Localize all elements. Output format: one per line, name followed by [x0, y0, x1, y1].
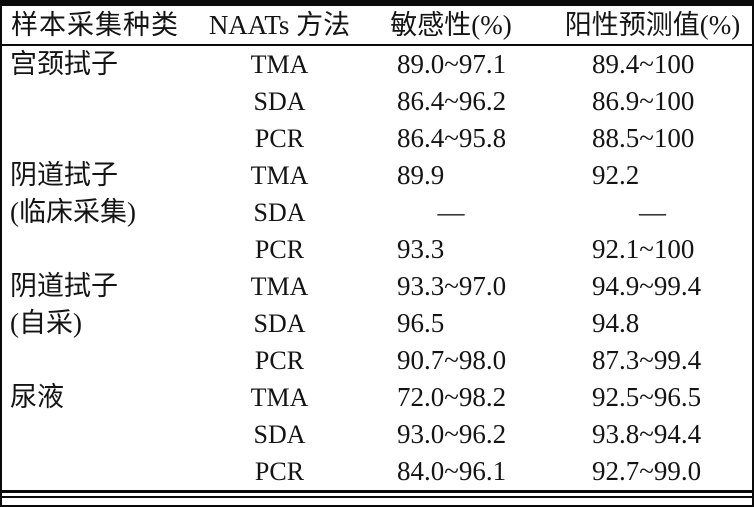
sensitivity-cell: 86.4~96.2: [397, 86, 507, 116]
table-row: (自采) SDA 96.5 94.8: [2, 305, 752, 342]
method-cell: TMA: [250, 50, 309, 79]
table-row: SDA 93.0~96.2 93.8~94.4: [2, 416, 752, 453]
method-cell: PCR: [254, 457, 305, 486]
ppv-cell: 88.5~100: [592, 123, 695, 153]
method-cell: PCR: [254, 235, 305, 264]
method-cell: SDA: [253, 87, 306, 116]
naats-results-table: 样本采集种类 NAATs 方法 敏感性(%) 阳性预测值(%) 宫颈拭子 TMA…: [2, 6, 752, 490]
sample-cell: [2, 342, 206, 379]
method-cell: SDA: [253, 309, 306, 338]
sample-cell: [2, 416, 206, 453]
table-row: 阴道拭子 TMA 93.3~97.0 94.9~99.4: [2, 268, 752, 305]
table-row: 阴道拭子 TMA 89.9 92.2: [2, 157, 752, 194]
ppv-cell: 86.9~100: [592, 86, 695, 116]
table-row: SDA 86.4~96.2 86.9~100: [2, 83, 752, 120]
sensitivity-cell: 72.0~98.2: [397, 382, 507, 412]
table-row: PCR 93.3 92.1~100: [2, 231, 752, 268]
sample-cell: 尿液: [10, 382, 64, 412]
sample-cell: 阴道拭子: [10, 160, 118, 190]
ppv-cell: 92.2: [592, 160, 640, 190]
ppv-cell: 92.1~100: [592, 234, 695, 264]
method-cell: TMA: [250, 272, 309, 301]
column-header-sensitivity: 敏感性(%): [353, 6, 549, 46]
sensitivity-cell: 93.3: [397, 234, 445, 264]
ppv-cell: 92.5~96.5: [592, 382, 702, 412]
table-row: 宫颈拭子 TMA 89.0~97.1 89.4~100: [2, 45, 752, 83]
table-bottom-double-rule: [2, 490, 752, 498]
ppv-cell: —: [639, 197, 666, 227]
column-header-ppv: 阳性预测值(%): [549, 6, 752, 46]
ppv-cell: 94.8: [592, 308, 640, 338]
method-cell: PCR: [254, 346, 305, 375]
table-row: PCR 84.0~96.1 92.7~99.0: [2, 453, 752, 490]
sensitivity-cell: 93.0~96.2: [397, 419, 507, 449]
method-cell: TMA: [250, 161, 309, 190]
column-header-naats-method: NAATs 方法: [206, 6, 353, 46]
sensitivity-cell: 89.9: [397, 160, 445, 190]
sensitivity-cell: 89.0~97.1: [397, 49, 507, 79]
sensitivity-cell: 96.5: [397, 308, 445, 338]
sample-cell: [2, 231, 206, 268]
sample-cell: (自采): [10, 308, 82, 338]
method-cell: TMA: [250, 383, 309, 412]
sensitivity-cell: 93.3~97.0: [397, 271, 507, 301]
sensitivity-cell: 86.4~95.8: [397, 123, 507, 153]
sensitivity-cell: 84.0~96.1: [397, 456, 507, 486]
ppv-cell: 87.3~99.4: [592, 345, 702, 375]
sample-cell: [2, 453, 206, 490]
sensitivity-cell: 90.7~98.0: [397, 345, 507, 375]
method-cell: SDA: [253, 420, 306, 449]
column-header-sample-type: 样本采集种类: [2, 6, 206, 46]
ppv-cell: 89.4~100: [592, 49, 695, 79]
table-row: PCR 90.7~98.0 87.3~99.4: [2, 342, 752, 379]
table-row: 尿液 TMA 72.0~98.2 92.5~96.5: [2, 379, 752, 416]
sensitivity-cell: —: [437, 197, 465, 227]
ppv-cell: 93.8~94.4: [592, 419, 702, 449]
sample-cell: (临床采集): [10, 197, 136, 227]
sample-cell: [2, 83, 206, 120]
sample-cell: 阴道拭子: [10, 271, 118, 301]
table-top-rule: [2, 2, 752, 6]
method-cell: SDA: [253, 198, 306, 227]
method-cell: PCR: [254, 124, 305, 153]
ppv-cell: 92.7~99.0: [592, 456, 702, 486]
table-row: PCR 86.4~95.8 88.5~100: [2, 120, 752, 157]
sample-cell: [2, 120, 206, 157]
table-row: (临床采集) SDA — —: [2, 194, 752, 231]
table-header-row: 样本采集种类 NAATs 方法 敏感性(%) 阳性预测值(%): [2, 6, 752, 46]
ppv-cell: 94.9~99.4: [592, 271, 702, 301]
sample-cell: 宫颈拭子: [10, 49, 118, 79]
